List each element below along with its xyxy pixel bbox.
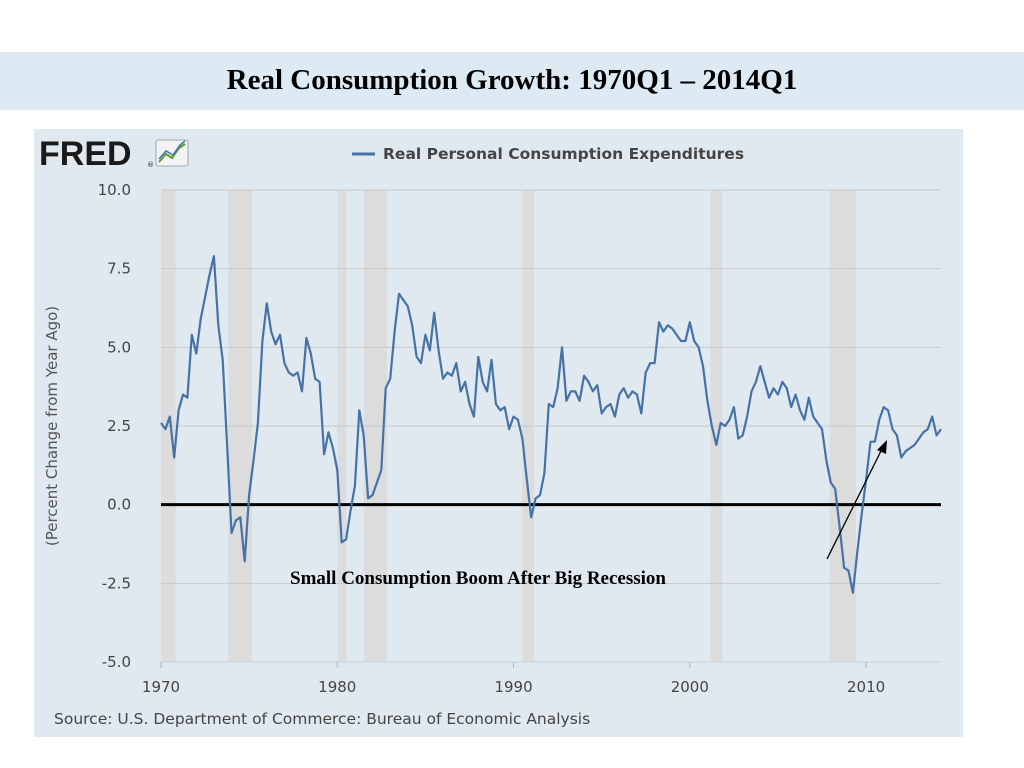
registered-mark: ® (147, 161, 154, 169)
series-line-real-pce (160, 255, 942, 594)
x-tick-label: 2010 (847, 678, 885, 696)
x-tick-label: 2000 (671, 678, 709, 696)
source-text: Source: U.S. Department of Commerce: Bur… (54, 710, 590, 728)
fred-logo-text: FRED (39, 135, 132, 173)
chart-frame: FRED ® Real Personal Consumption Expendi… (34, 129, 963, 737)
y-tick-label: 5.0 (107, 338, 131, 356)
x-tick-label: 1990 (494, 678, 532, 696)
y-tick-label: 2.5 (107, 417, 131, 435)
fred-logo: FRED ® (39, 135, 189, 173)
title-band (0, 52, 1024, 110)
annotation-text: Small Consumption Boom After Big Recessi… (290, 568, 666, 589)
legend-label: Real Personal Consumption Expenditures (383, 145, 744, 163)
y-tick-label: -5.0 (102, 653, 131, 671)
y-tick-label: 0.0 (107, 496, 131, 514)
y-axis-label: (Percent Change from Year Ago) (43, 306, 61, 546)
y-axis-ticks: 10.0 7.5 5.0 2.5 0.0 -2.5 -5.0 (98, 181, 131, 671)
chart-legend: Real Personal Consumption Expenditures (352, 145, 744, 163)
annotation-arrow (826, 440, 887, 560)
x-tick-label: 1970 (142, 678, 180, 696)
y-tick-label: 10.0 (98, 181, 131, 199)
x-tick-label: 1980 (318, 678, 356, 696)
grid-lines (161, 189, 941, 584)
x-axis-ticks: 1970 1980 1990 2000 2010 (142, 662, 885, 696)
fred-chart: FRED ® Real Personal Consumption Expendi… (39, 135, 942, 728)
y-tick-label: -2.5 (102, 574, 131, 592)
fred-graph-icon (155, 139, 189, 167)
y-tick-label: 7.5 (107, 260, 131, 278)
slide-title: Real Consumption Growth: 1970Q1 – 2014Q1 (226, 64, 798, 96)
